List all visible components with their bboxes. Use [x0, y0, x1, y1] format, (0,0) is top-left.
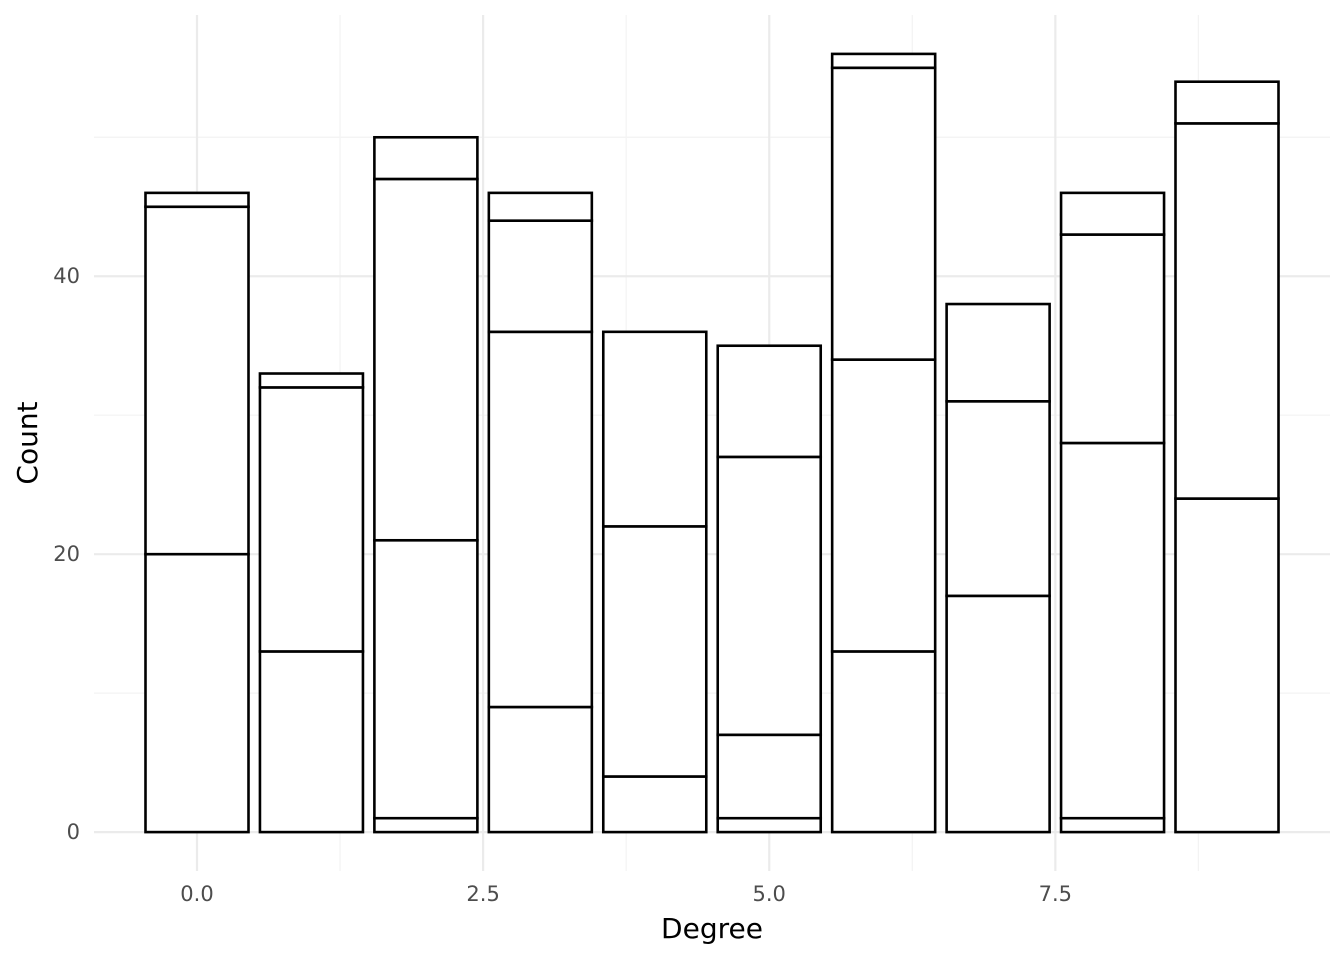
x-axis-title: Degree [661, 912, 763, 945]
x-tick-label: 5.0 [753, 882, 786, 906]
bar-segment [487, 330, 594, 709]
bar-segment [1174, 80, 1280, 125]
x-axis-ticks: 0.0 2.5 5.0 7.5 [180, 882, 1072, 906]
bar-segment [830, 650, 937, 834]
y-tick-label: 40 [53, 264, 80, 288]
y-tick-label: 20 [53, 542, 80, 566]
bar-segment [258, 386, 365, 653]
bar-segment [487, 191, 594, 222]
bar-segment [487, 219, 594, 334]
bar-segment [830, 52, 937, 70]
bar-segment [487, 705, 594, 834]
bar-segment [144, 552, 250, 834]
bar-stack-3 [487, 191, 594, 834]
bar-segment [258, 650, 365, 834]
bar-segment [1059, 191, 1166, 236]
x-tick-label: 0.0 [180, 882, 213, 906]
bar-segment [716, 733, 823, 820]
bar-stack-8 [1059, 191, 1166, 834]
bar-segment [144, 191, 250, 209]
bar-segment [716, 455, 823, 737]
bar-stack-0 [144, 191, 250, 834]
bar-segment [945, 302, 1051, 403]
bar-stack-9 [1174, 80, 1280, 834]
bar-segment [144, 205, 250, 556]
bar-segment [1174, 497, 1280, 834]
bars [144, 52, 1280, 834]
y-axis-title: Count [11, 401, 44, 484]
bar-segment [716, 816, 823, 834]
bar-segment [373, 177, 479, 542]
bar-segment [830, 66, 937, 361]
bar-segment [601, 330, 708, 528]
bar-segment [716, 344, 823, 459]
bar-segment [945, 400, 1051, 598]
bar-stack-1 [258, 372, 365, 834]
bar-stack-4 [601, 330, 708, 834]
bar-segment [1059, 233, 1166, 445]
bar-segment [945, 594, 1051, 834]
bar-stack-5 [716, 344, 823, 834]
bar-segment [1174, 122, 1280, 500]
bar-segment [373, 538, 479, 820]
bar-stack-2 [373, 135, 479, 834]
y-axis-ticks: 0 20 40 [53, 264, 80, 844]
bar-segment [830, 358, 937, 653]
bar-segment [373, 816, 479, 834]
bar-stack-7 [945, 302, 1051, 834]
x-tick-label: 7.5 [1039, 882, 1072, 906]
x-tick-label: 2.5 [466, 882, 499, 906]
bar-stack-6 [830, 52, 937, 834]
bar-segment [601, 525, 708, 778]
bar-segment [1059, 441, 1166, 820]
bar-segment [373, 135, 479, 181]
bar-segment [1059, 816, 1166, 834]
bar-segment [258, 372, 365, 389]
bar-segment [601, 775, 708, 834]
y-tick-label: 0 [67, 820, 80, 844]
